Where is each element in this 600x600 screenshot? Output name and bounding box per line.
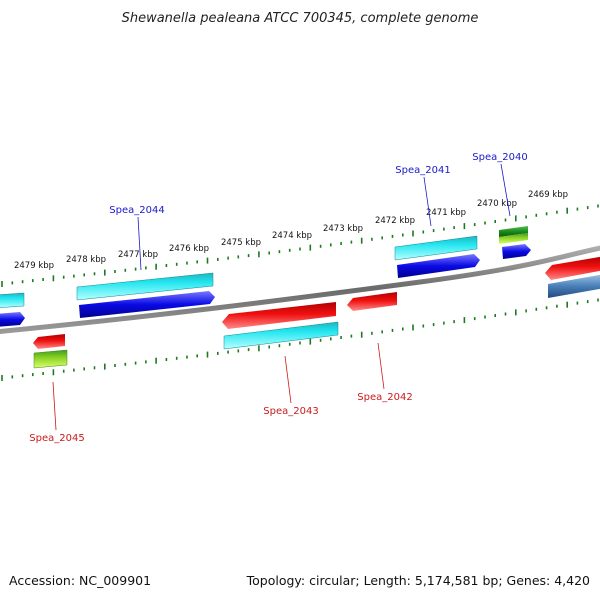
gene-arrow[interactable] bbox=[222, 302, 336, 329]
gene-arrow[interactable] bbox=[502, 244, 531, 259]
forward-genes bbox=[0, 226, 531, 327]
kbp-label: 2472 kbp bbox=[375, 216, 415, 226]
kbp-label: 2476 kbp bbox=[169, 244, 209, 254]
callout-line bbox=[137, 216, 142, 271]
gene-block[interactable] bbox=[33, 349, 68, 369]
gene-block[interactable] bbox=[0, 292, 25, 308]
kbp-label: 2478 kbp bbox=[66, 255, 106, 265]
kbp-label: 2470 kbp bbox=[477, 199, 517, 209]
gene-block[interactable] bbox=[548, 274, 600, 298]
gene-label-spea-2044[interactable]: Spea_2044 bbox=[109, 205, 164, 216]
gene-label-spea-2042[interactable]: Spea_2042 bbox=[357, 392, 412, 403]
gene-arrow[interactable] bbox=[0, 312, 25, 327]
kbp-label: 2479 kbp bbox=[14, 261, 54, 271]
gene-block[interactable] bbox=[76, 272, 214, 301]
gene-block[interactable] bbox=[499, 233, 528, 244]
gene-block[interactable] bbox=[394, 235, 478, 261]
kbp-label: 2477 kbp bbox=[118, 250, 158, 260]
gene-label-spea-2043[interactable]: Spea_2043 bbox=[263, 406, 318, 417]
kbp-label: 2475 kbp bbox=[221, 238, 261, 248]
callout-line bbox=[284, 355, 292, 404]
gene-arrow[interactable] bbox=[347, 292, 397, 311]
gene-label-spea-2041[interactable]: Spea_2041 bbox=[395, 165, 450, 176]
kbp-scale: 2479 kbp 2478 kbp 2477 kbp 2476 kbp 2475… bbox=[14, 190, 568, 271]
genome-backbone bbox=[0, 245, 600, 335]
gene-block[interactable] bbox=[499, 226, 528, 237]
reverse-genes bbox=[33, 256, 600, 369]
lower-tick-track bbox=[1, 298, 599, 381]
gene-labels: Spea_2044 Spea_2041 Spea_2040 Spea_2045 … bbox=[29, 152, 527, 444]
gene-arrow[interactable] bbox=[397, 254, 480, 278]
gene-callouts bbox=[52, 163, 511, 431]
accession-text: Accession: NC_009901 bbox=[9, 573, 152, 588]
gene-block[interactable] bbox=[223, 321, 339, 350]
kbp-label: 2471 kbp bbox=[426, 208, 466, 218]
kbp-label: 2473 kbp bbox=[323, 224, 363, 234]
gene-arrow[interactable] bbox=[545, 256, 600, 280]
map-title: Shewanella pealeana ATCC 700345, complet… bbox=[122, 11, 479, 26]
genome-summary-text: Topology: circular; Length: 5,174,581 bp… bbox=[246, 573, 590, 588]
callout-line bbox=[52, 381, 57, 431]
gene-arrow[interactable] bbox=[33, 334, 65, 349]
callout-line bbox=[423, 176, 432, 227]
kbp-label: 2474 kbp bbox=[272, 231, 312, 241]
gene-arrow[interactable] bbox=[79, 291, 215, 318]
gene-label-spea-2040[interactable]: Spea_2040 bbox=[472, 152, 527, 163]
callout-line bbox=[377, 342, 385, 390]
callout-line bbox=[500, 163, 511, 217]
upper-tick-track bbox=[1, 204, 599, 287]
gene-label-spea-2045[interactable]: Spea_2045 bbox=[29, 433, 84, 444]
kbp-label: 2469 kbp bbox=[528, 190, 568, 200]
